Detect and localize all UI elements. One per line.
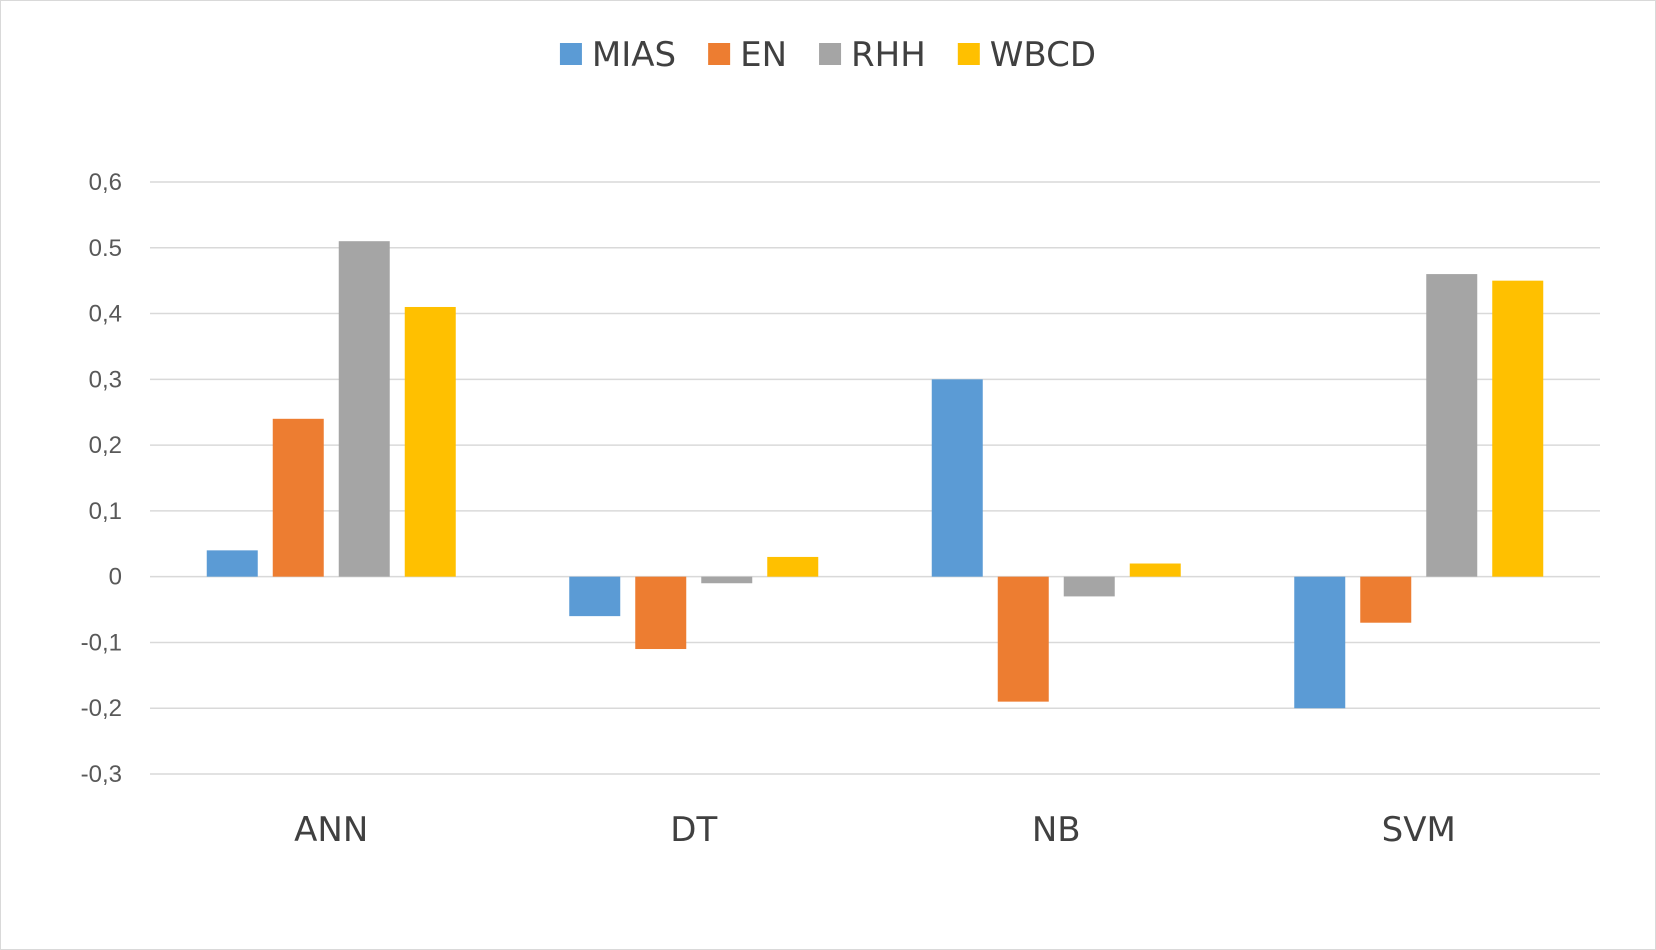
y-tick-label: 0,6 xyxy=(89,169,122,196)
legend-swatch-rhh xyxy=(819,43,842,65)
x-category-label: NB xyxy=(1032,810,1081,850)
y-tick-label: 0 xyxy=(109,564,122,591)
y-tick-label: 0.5 xyxy=(89,235,122,262)
bar-mias-ann xyxy=(206,550,258,577)
x-category-label: ANN xyxy=(294,810,368,850)
y-tick-label: 0,3 xyxy=(89,366,122,393)
bar-mias-dt xyxy=(569,576,621,617)
x-category-label: DT xyxy=(670,810,717,850)
legend-label-rhh: RHH xyxy=(851,35,926,75)
legend-swatch-wbcd xyxy=(957,43,980,65)
legend-label-mias: MIAS xyxy=(592,35,676,75)
bar-mias-nb xyxy=(931,379,983,577)
bar-wbcd-nb xyxy=(1129,563,1181,577)
bar-rhh-nb xyxy=(1063,576,1115,597)
y-tick-label: 0,1 xyxy=(89,498,122,525)
bar-en-nb xyxy=(997,576,1049,702)
y-tick-label: -0,2 xyxy=(81,695,122,722)
bars xyxy=(206,241,1544,709)
legend: MIAS EN RHH WBCD xyxy=(559,35,1096,75)
x-axis-categories: ANN DT NB SVM xyxy=(294,810,1456,850)
bar-en-dt xyxy=(635,576,687,650)
bar-wbcd-ann xyxy=(404,306,456,577)
bar-rhh-ann xyxy=(338,241,390,577)
y-tick-label: -0,3 xyxy=(81,761,122,788)
bar-en-ann xyxy=(272,418,324,577)
bar-wbcd-dt xyxy=(767,556,819,577)
x-category-label: SVM xyxy=(1382,810,1456,850)
legend-swatch-mias xyxy=(559,43,582,65)
legend-swatch-en xyxy=(708,43,731,65)
y-tick-label: -0,1 xyxy=(81,629,122,656)
legend-label-en: EN xyxy=(740,35,787,75)
y-tick-label: 0,4 xyxy=(89,301,122,328)
y-tick-label: 0,2 xyxy=(89,432,122,459)
bar-mias-svm xyxy=(1294,576,1346,709)
bar-en-svm xyxy=(1360,576,1412,623)
grid-lines xyxy=(150,181,1600,775)
legend-label-wbcd: WBCD xyxy=(990,35,1096,75)
y-axis-ticks: 0,6 0.5 0,4 0,3 0,2 0,1 0 -0,1 -0,2 -0,3 xyxy=(81,169,122,788)
bar-rhh-dt xyxy=(701,576,753,584)
bar-wbcd-svm xyxy=(1492,280,1544,577)
bar-rhh-svm xyxy=(1426,274,1478,577)
